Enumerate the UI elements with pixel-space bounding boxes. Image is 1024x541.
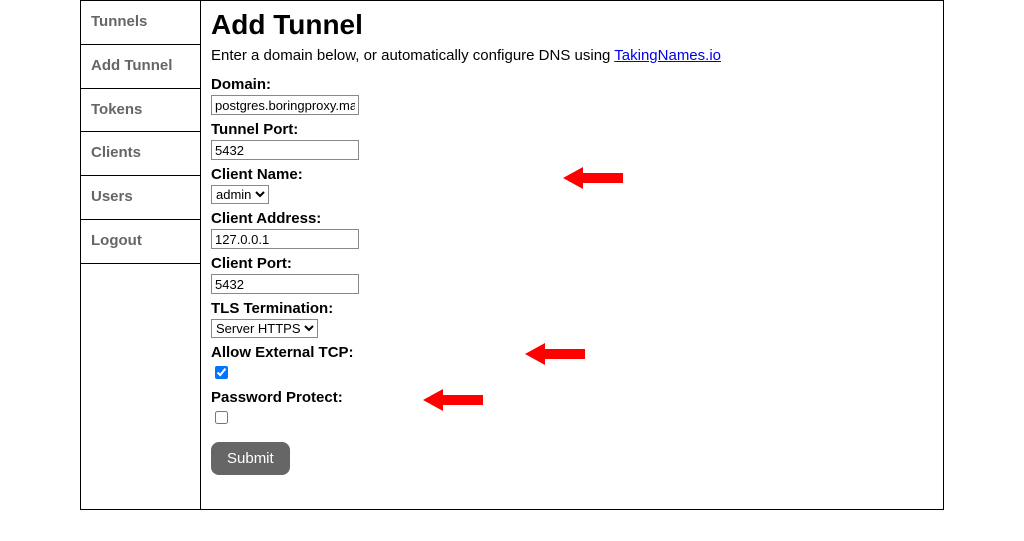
client-port-label: Client Port: — [211, 255, 933, 272]
allow-external-tcp-checkbox[interactable] — [215, 366, 228, 379]
tunnel-port-label: Tunnel Port: — [211, 121, 933, 138]
client-name-select[interactable]: admin — [211, 185, 269, 204]
intro-text: Enter a domain below, or automatically c… — [211, 47, 933, 64]
takingnames-link[interactable]: TakingNames.io — [614, 47, 721, 64]
password-protect-checkbox[interactable] — [215, 411, 228, 424]
sidebar-item-add-tunnel[interactable]: Add Tunnel — [81, 45, 200, 89]
allow-external-tcp-label: Allow External TCP: — [211, 344, 933, 361]
sidebar-item-tokens[interactable]: Tokens — [81, 89, 200, 133]
intro-prefix: Enter a domain below, or automatically c… — [211, 47, 614, 64]
sidebar-item-clients[interactable]: Clients — [81, 132, 200, 176]
sidebar-item-tunnels[interactable]: Tunnels — [81, 1, 200, 45]
sidebar: Tunnels Add Tunnel Tokens Clients Users … — [81, 1, 201, 509]
tls-termination-select[interactable]: Server HTTPS — [211, 319, 318, 338]
app-frame: Tunnels Add Tunnel Tokens Clients Users … — [80, 0, 944, 510]
password-protect-label: Password Protect: — [211, 389, 933, 406]
page-title: Add Tunnel — [211, 9, 933, 41]
sidebar-item-users[interactable]: Users — [81, 176, 200, 220]
tunnel-port-input[interactable] — [211, 140, 359, 160]
client-name-label: Client Name: — [211, 166, 933, 183]
client-address-label: Client Address: — [211, 210, 933, 227]
domain-input[interactable] — [211, 95, 359, 115]
sidebar-item-logout[interactable]: Logout — [81, 220, 200, 264]
client-port-input[interactable] — [211, 274, 359, 294]
client-address-input[interactable] — [211, 229, 359, 249]
tls-termination-label: TLS Termination: — [211, 300, 933, 317]
main-content: Add Tunnel Enter a domain below, or auto… — [201, 1, 943, 509]
domain-label: Domain: — [211, 76, 933, 93]
submit-button[interactable]: Submit — [211, 442, 290, 475]
